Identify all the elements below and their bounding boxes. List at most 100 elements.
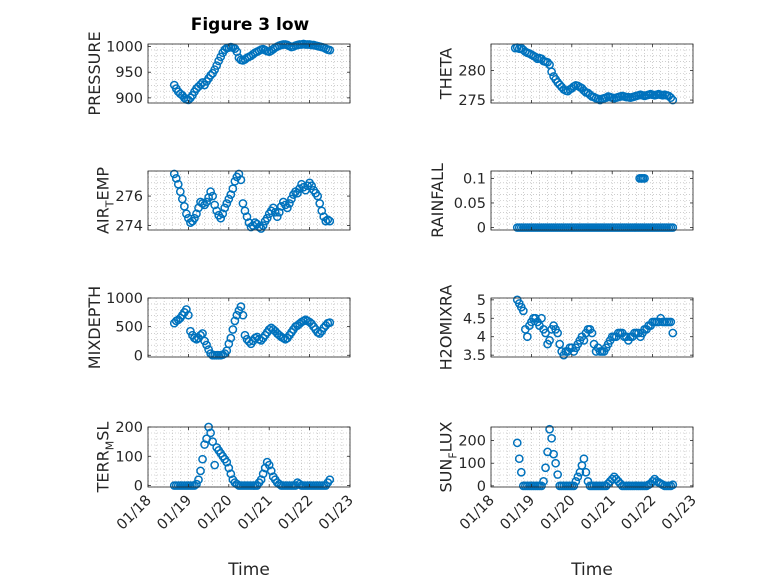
y-tick-label: 0.1 (463, 171, 486, 187)
data-point (545, 424, 554, 434)
data-point (543, 57, 552, 67)
y-axis-label: H2OMIXRA (437, 285, 456, 371)
data-point (541, 328, 550, 338)
data-point (206, 187, 215, 196)
data-point (258, 221, 268, 230)
y-tick-label: 0 (134, 348, 143, 364)
data-point (516, 467, 526, 477)
data-point (295, 479, 304, 489)
data-point (206, 428, 215, 438)
data-point (325, 318, 335, 327)
axes-frame (490, 297, 694, 358)
y-tick-label: 900 (115, 91, 143, 107)
data-point (230, 316, 240, 326)
data-point (196, 466, 205, 476)
data-point (184, 310, 193, 320)
data-point (668, 480, 678, 490)
y-tick-label: 0 (477, 221, 486, 237)
data-point (216, 213, 226, 223)
data-point (202, 197, 211, 207)
data-point (262, 213, 272, 223)
data-point (192, 479, 201, 489)
y-axis-label-subscript: M (104, 441, 117, 451)
data-point (569, 481, 579, 491)
y-tick-label: 200 (458, 434, 486, 450)
series-markers (512, 424, 678, 491)
y-tick-label: 0 (134, 479, 143, 495)
data-point (283, 203, 292, 213)
data-point (190, 481, 199, 490)
y-tick-label: 500 (115, 320, 143, 336)
data-point (238, 310, 248, 320)
data-point (537, 313, 546, 323)
data-point (321, 216, 331, 226)
data-point (285, 199, 294, 208)
y-axis-label: TERRMSL (94, 422, 117, 494)
data-point (272, 212, 282, 222)
series-markers (510, 43, 678, 105)
data-point (169, 169, 179, 179)
y-axis-label-main: SUN (437, 459, 456, 493)
data-point (236, 302, 246, 311)
data-point (210, 460, 220, 470)
y-tick-label: 0 (477, 479, 486, 495)
y-tick-label: 275 (458, 93, 486, 109)
data-point (518, 306, 528, 316)
axes-frame (490, 426, 694, 488)
y-tick-label: 1000 (106, 40, 143, 56)
x-axis-label: Time (227, 560, 270, 580)
data-point (581, 467, 591, 477)
series-markers (169, 169, 335, 233)
axes-frame (490, 43, 694, 104)
data-point (325, 216, 335, 226)
y-tick-label: 100 (458, 456, 486, 472)
y-axis-label: MIXDEPTH (85, 286, 104, 369)
data-point (208, 191, 217, 201)
y-tick-label: 200 (115, 420, 143, 436)
data-point (551, 458, 560, 468)
minor-grid (490, 170, 694, 231)
axes-frame (490, 170, 694, 231)
data-point (325, 45, 335, 55)
data-point (224, 194, 234, 204)
data-point (226, 333, 236, 343)
data-point (512, 438, 522, 448)
y-axis-label: RAINFALL (428, 163, 447, 238)
y-tick-label: 950 (115, 65, 143, 81)
data-point (523, 332, 532, 342)
data-point (325, 475, 335, 485)
data-point (232, 479, 242, 489)
y-axis-label-rest: SL (94, 422, 113, 441)
series-markers (169, 39, 335, 105)
data-point (545, 336, 554, 345)
y-axis-label-main: TERR (94, 450, 113, 493)
y-tick-label: 4 (477, 330, 486, 346)
data-point (216, 52, 226, 62)
data-point (254, 222, 264, 232)
data-point (206, 70, 215, 80)
y-tick-label: 276 (115, 189, 143, 205)
y-tick-label: 5 (477, 293, 486, 309)
data-point (547, 67, 556, 77)
data-point (295, 184, 304, 194)
data-point (212, 61, 222, 70)
data-point (194, 475, 203, 485)
data-point (579, 454, 589, 464)
y-tick-label: 100 (115, 449, 143, 465)
data-point (220, 203, 230, 213)
data-point (198, 454, 207, 464)
y-tick-label: 274 (115, 219, 143, 235)
data-point (232, 310, 242, 320)
y-axis-label: PRESSURE (85, 31, 104, 115)
data-point (202, 340, 211, 350)
data-point (547, 433, 556, 443)
data-point (549, 449, 558, 459)
y-axis-label-subscript: F (447, 452, 460, 458)
data-point (270, 207, 280, 217)
y-tick-label: 4.5 (463, 311, 486, 327)
y-tick-label: 1000 (106, 291, 143, 307)
